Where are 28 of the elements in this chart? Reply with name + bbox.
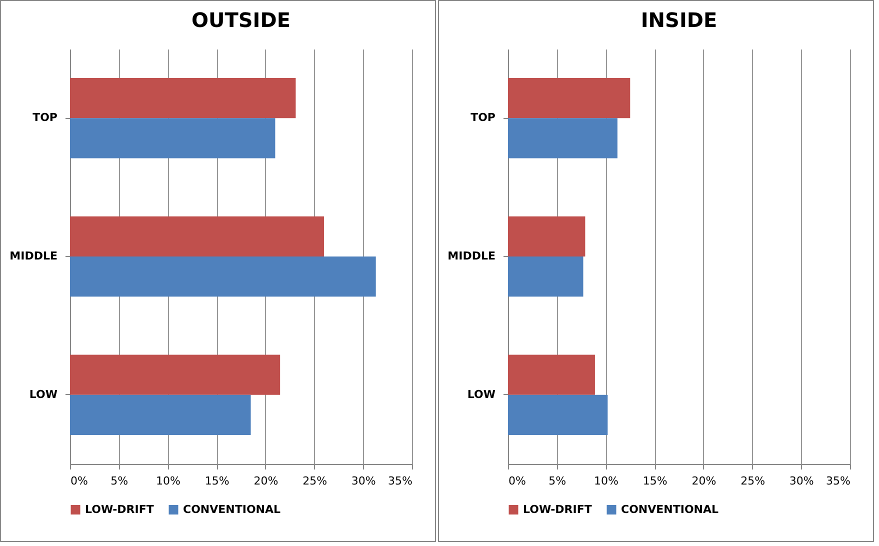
chart-title: INSIDE (640, 8, 718, 32)
x-tick-label: 30% (351, 474, 376, 488)
y-tick-label: TOP (32, 111, 58, 124)
x-tick-label: 15% (642, 474, 668, 488)
x-tick-label: 5% (110, 474, 128, 488)
legend-label: CONVENTIONAL (621, 502, 719, 516)
x-tick-label: 25% (740, 474, 766, 488)
x-tick-label: 20% (254, 474, 278, 488)
legend-label: LOW-DRIFT (523, 502, 592, 516)
x-tick-label: 0% (508, 474, 526, 488)
x-tick-label: 35% (388, 474, 412, 488)
x-tick-label: 30% (789, 474, 814, 488)
x-tick-label: 0% (70, 474, 88, 488)
x-tick-label: 35% (826, 474, 850, 488)
x-tick-label: 15% (204, 474, 230, 488)
y-tick-label: MIDDLE (448, 250, 496, 262)
legend-label: CONVENTIONAL (183, 502, 281, 516)
y-tick-label: TOP (470, 111, 496, 124)
x-tick-label: 10% (156, 474, 180, 488)
y-tick-label: LOW (467, 388, 496, 401)
chart-title: OUTSIDE (192, 8, 290, 32)
x-tick-label: 25% (302, 474, 328, 488)
x-tick-label: 10% (594, 474, 618, 488)
x-tick-label: 5% (548, 474, 566, 488)
legend-label: LOW-DRIFT (85, 502, 154, 516)
y-tick-label: LOW (29, 388, 58, 401)
y-tick-label: MIDDLE (10, 250, 58, 262)
x-tick-label: 20% (692, 474, 716, 488)
